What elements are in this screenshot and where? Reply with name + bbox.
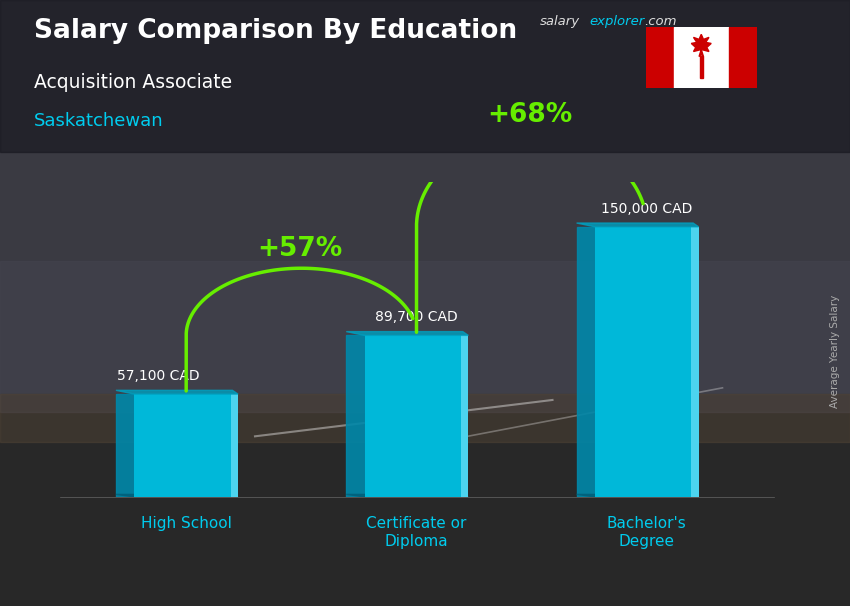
Text: +68%: +68% [487,102,572,128]
Text: Acquisition Associate: Acquisition Associate [34,73,232,92]
Bar [0,0,850,152]
Text: +57%: +57% [257,236,343,262]
Bar [0,394,850,606]
Text: 57,100 CAD: 57,100 CAD [117,369,200,383]
Bar [700,56,703,78]
Polygon shape [576,227,595,497]
Bar [728,27,756,88]
Bar [365,335,468,497]
Bar [0,0,850,394]
Text: 89,700 CAD: 89,700 CAD [375,310,458,324]
Polygon shape [346,335,365,497]
Polygon shape [576,223,699,227]
Bar [595,227,699,497]
Bar [691,227,699,497]
Polygon shape [116,394,134,497]
Bar [0,261,850,412]
Text: salary: salary [540,15,580,28]
Polygon shape [346,494,468,497]
Bar [673,27,728,88]
Polygon shape [346,331,468,335]
Polygon shape [691,35,711,56]
Bar [646,27,673,88]
Text: .com: .com [644,15,677,28]
Bar [134,394,238,497]
Polygon shape [116,390,238,394]
Text: Salary Comparison By Education: Salary Comparison By Education [34,18,517,44]
Bar [461,335,468,497]
Bar [230,394,238,497]
Polygon shape [116,494,238,497]
Text: explorer: explorer [589,15,644,28]
Text: 150,000 CAD: 150,000 CAD [601,202,693,216]
Text: Saskatchewan: Saskatchewan [34,112,163,130]
Text: Average Yearly Salary: Average Yearly Salary [830,295,840,408]
Polygon shape [576,494,699,497]
Bar [0,394,850,442]
